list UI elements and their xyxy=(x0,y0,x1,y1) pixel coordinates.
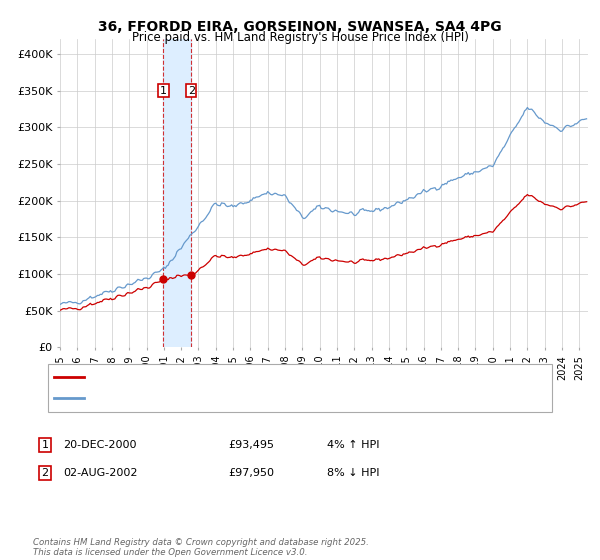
Text: HPI: Average price, detached house, Swansea: HPI: Average price, detached house, Swan… xyxy=(90,393,329,403)
Text: 1: 1 xyxy=(160,86,167,96)
Text: 1: 1 xyxy=(41,440,49,450)
Text: 4% ↑ HPI: 4% ↑ HPI xyxy=(327,440,380,450)
Text: 20-DEC-2000: 20-DEC-2000 xyxy=(63,440,137,450)
Text: 02-AUG-2002: 02-AUG-2002 xyxy=(63,468,137,478)
Text: 36, FFORDD EIRA, GORSEINON, SWANSEA, SA4 4PG: 36, FFORDD EIRA, GORSEINON, SWANSEA, SA4… xyxy=(98,20,502,34)
Text: 2: 2 xyxy=(188,86,195,96)
Text: £97,950: £97,950 xyxy=(228,468,274,478)
Text: £93,495: £93,495 xyxy=(228,440,274,450)
Text: Price paid vs. HM Land Registry's House Price Index (HPI): Price paid vs. HM Land Registry's House … xyxy=(131,31,469,44)
Text: 8% ↓ HPI: 8% ↓ HPI xyxy=(327,468,380,478)
Bar xyxy=(163,39,191,347)
Text: 2: 2 xyxy=(41,468,49,478)
Text: Contains HM Land Registry data © Crown copyright and database right 2025.
This d: Contains HM Land Registry data © Crown c… xyxy=(33,538,369,557)
Text: 36, FFORDD EIRA, GORSEINON, SWANSEA, SA4 4PG (detached house): 36, FFORDD EIRA, GORSEINON, SWANSEA, SA4… xyxy=(90,372,454,382)
